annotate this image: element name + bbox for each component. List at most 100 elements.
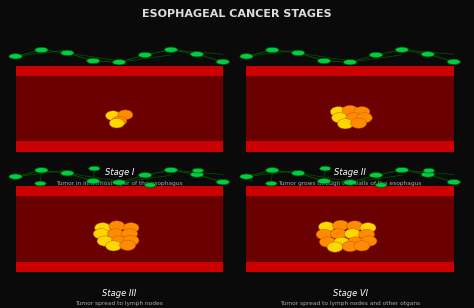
Ellipse shape <box>9 174 22 179</box>
Ellipse shape <box>35 168 48 173</box>
Bar <box>16 186 223 197</box>
Circle shape <box>123 235 139 245</box>
Ellipse shape <box>61 171 74 176</box>
Bar <box>16 186 223 272</box>
Text: ESOPHAGEAL CANCER STAGES: ESOPHAGEAL CANCER STAGES <box>142 9 332 19</box>
Circle shape <box>118 110 133 120</box>
Circle shape <box>342 241 358 252</box>
Ellipse shape <box>369 52 383 58</box>
Ellipse shape <box>421 172 435 177</box>
Ellipse shape <box>375 183 387 188</box>
Ellipse shape <box>395 47 409 52</box>
Ellipse shape <box>138 172 152 178</box>
Circle shape <box>348 237 364 247</box>
Ellipse shape <box>145 183 156 188</box>
Text: Stage II: Stage II <box>334 168 366 177</box>
Text: Stage I: Stage I <box>104 168 134 177</box>
Ellipse shape <box>89 166 100 171</box>
Ellipse shape <box>266 168 279 173</box>
Ellipse shape <box>87 58 100 64</box>
Ellipse shape <box>344 180 357 185</box>
Text: Tumor spread to lymph nodes: Tumor spread to lymph nodes <box>75 302 163 306</box>
Bar <box>246 66 454 152</box>
Circle shape <box>330 107 346 117</box>
Circle shape <box>345 229 360 239</box>
Bar <box>16 66 223 152</box>
Bar <box>16 141 223 152</box>
Circle shape <box>97 236 113 246</box>
Circle shape <box>346 113 362 123</box>
Ellipse shape <box>266 47 279 53</box>
Ellipse shape <box>447 59 460 65</box>
Ellipse shape <box>138 52 152 58</box>
Bar <box>246 141 454 152</box>
Circle shape <box>351 118 366 128</box>
Bar <box>246 186 454 197</box>
Ellipse shape <box>240 54 253 59</box>
Ellipse shape <box>61 50 74 56</box>
Ellipse shape <box>164 47 178 52</box>
Ellipse shape <box>319 166 331 171</box>
Circle shape <box>106 111 120 120</box>
Ellipse shape <box>113 180 126 185</box>
Circle shape <box>330 229 346 239</box>
Ellipse shape <box>191 51 203 57</box>
Circle shape <box>112 116 127 126</box>
Text: Tumor spread to lymph nodes and other otgans: Tumor spread to lymph nodes and other ot… <box>280 302 420 306</box>
Circle shape <box>356 113 372 123</box>
Text: Tumor grows through the walls of the esophagus: Tumor grows through the walls of the eso… <box>278 181 422 186</box>
Circle shape <box>360 223 376 233</box>
Circle shape <box>358 229 374 240</box>
Circle shape <box>319 237 336 247</box>
Ellipse shape <box>87 178 100 184</box>
Ellipse shape <box>421 51 435 57</box>
Ellipse shape <box>240 174 253 179</box>
Circle shape <box>319 222 335 232</box>
Circle shape <box>95 223 111 233</box>
Circle shape <box>347 221 363 231</box>
Ellipse shape <box>35 181 46 186</box>
Ellipse shape <box>113 59 126 65</box>
Bar <box>246 186 454 272</box>
Circle shape <box>109 221 125 231</box>
Circle shape <box>327 242 343 252</box>
Text: Stage III: Stage III <box>102 289 137 298</box>
Ellipse shape <box>164 167 178 173</box>
Circle shape <box>361 236 377 246</box>
Circle shape <box>109 118 124 128</box>
Bar <box>16 66 223 76</box>
Circle shape <box>337 119 354 129</box>
Ellipse shape <box>216 179 229 185</box>
Ellipse shape <box>447 179 460 185</box>
Text: Tumor in innermost layer of the esophagus: Tumor in innermost layer of the esophagu… <box>56 181 182 186</box>
Text: Stage VI: Stage VI <box>333 289 368 298</box>
Circle shape <box>334 237 350 247</box>
Circle shape <box>93 229 109 239</box>
Ellipse shape <box>318 178 331 184</box>
Ellipse shape <box>344 59 357 65</box>
Ellipse shape <box>191 172 203 177</box>
Circle shape <box>333 220 349 230</box>
Circle shape <box>119 240 136 250</box>
Ellipse shape <box>9 54 22 59</box>
Circle shape <box>106 241 121 251</box>
Circle shape <box>121 229 137 239</box>
Bar <box>16 261 223 272</box>
Ellipse shape <box>216 59 229 65</box>
Ellipse shape <box>395 167 409 173</box>
Bar <box>246 261 454 272</box>
Ellipse shape <box>35 47 48 53</box>
Circle shape <box>342 105 358 116</box>
Bar <box>246 66 454 76</box>
Circle shape <box>108 229 123 239</box>
Circle shape <box>354 241 370 251</box>
Circle shape <box>354 107 370 117</box>
Circle shape <box>316 229 332 240</box>
Circle shape <box>123 223 139 233</box>
Ellipse shape <box>423 168 435 173</box>
Circle shape <box>332 113 348 123</box>
Ellipse shape <box>192 168 204 173</box>
Ellipse shape <box>369 172 383 178</box>
Ellipse shape <box>265 181 277 186</box>
Ellipse shape <box>292 171 305 176</box>
